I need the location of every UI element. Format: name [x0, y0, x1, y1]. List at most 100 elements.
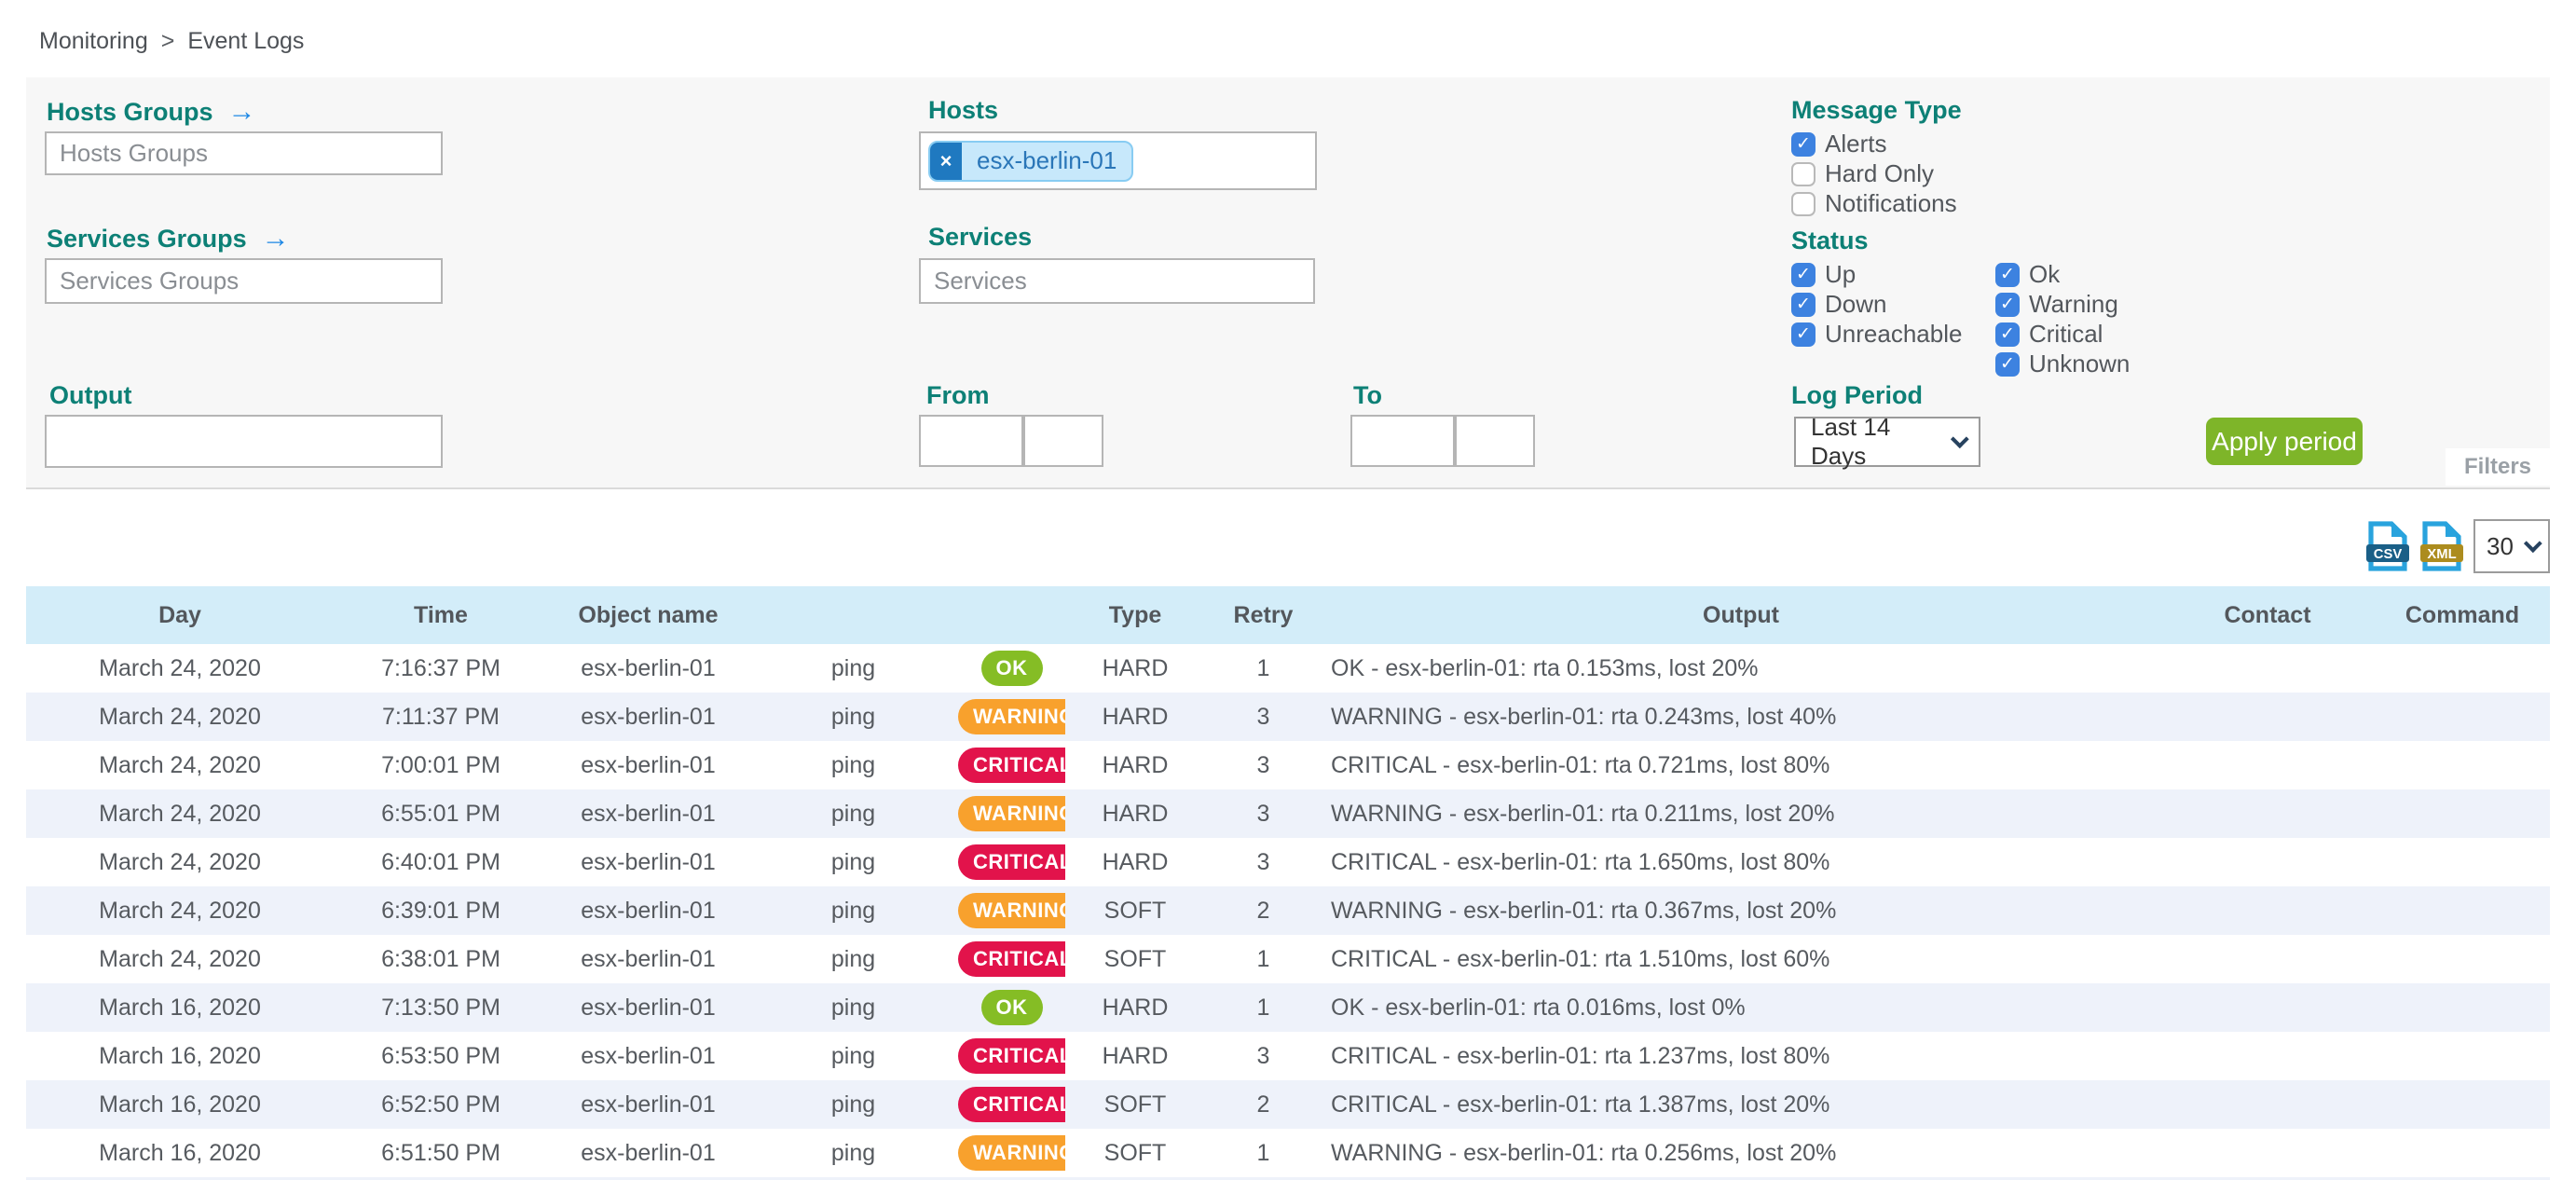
- checked-checkbox[interactable]: ✓: [1995, 292, 2020, 317]
- cell-output: CRITICAL - esx-berlin-01: rta 1.237ms, l…: [1331, 1042, 1830, 1069]
- cell-time: 7:13:50 PM: [334, 983, 548, 1032]
- cell-contact: [2160, 789, 2375, 838]
- cell-contact: [2160, 935, 2375, 983]
- cell-object: esx-berlin-01: [581, 1042, 716, 1069]
- chevron-down-icon: [2523, 534, 2542, 554]
- hosts-input[interactable]: × esx-berlin-01: [919, 131, 1317, 190]
- cell-command: [2375, 789, 2550, 838]
- cell-day: March 24, 2020: [26, 789, 334, 838]
- cell-status: WARNING: [958, 1129, 1065, 1177]
- export-csv-icon[interactable]: CSV: [2365, 520, 2410, 572]
- remove-host-tag-icon[interactable]: ×: [930, 142, 962, 180]
- output-input[interactable]: [45, 415, 443, 468]
- cell-service: ping: [830, 945, 876, 972]
- cell-status: OK: [958, 983, 1065, 1032]
- cell-command: [2375, 741, 2550, 789]
- cell-time: 6:38:01 PM: [381, 945, 500, 972]
- cell-service: ping: [830, 751, 876, 778]
- cell-type: HARD: [1065, 693, 1205, 741]
- checkbox-row: ✓ Warning: [1995, 290, 2130, 318]
- svg-text:XML: XML: [2427, 547, 2456, 562]
- export-row: CSV XML 30: [26, 517, 2550, 575]
- cell-day: March 24, 2020: [99, 751, 261, 778]
- cell-output: WARNING - esx-berlin-01: rta 0.243ms, lo…: [1322, 693, 2160, 741]
- cell-time: 7:00:01 PM: [381, 751, 500, 778]
- status-badge: WARNING: [958, 1135, 1065, 1171]
- checkbox-label: Unreachable: [1825, 320, 1963, 348]
- cell-status: CRITICAL: [958, 838, 1065, 886]
- cell-type: HARD: [1065, 983, 1205, 1032]
- to-time-input[interactable]: [1455, 415, 1535, 467]
- checked-checkbox[interactable]: ✓: [1995, 262, 2020, 287]
- cell-output: WARNING - esx-berlin-01: rta 0.256ms, lo…: [1331, 1139, 1837, 1166]
- cell-time: 6:53:50 PM: [381, 1042, 500, 1069]
- unchecked-checkbox[interactable]: [1791, 161, 1816, 186]
- cell-object: esx-berlin-01: [581, 945, 716, 972]
- breadcrumb-event-logs: Event Logs: [187, 28, 305, 54]
- cell-service: ping: [748, 789, 958, 838]
- cell-output: CRITICAL - esx-berlin-01: rta 1.650ms, l…: [1331, 848, 1830, 875]
- cell-retry: 1: [1256, 945, 1270, 972]
- column-header-time: Time: [334, 586, 548, 644]
- checkbox-label: Alerts: [1825, 130, 1887, 158]
- cell-output: WARNING - esx-berlin-01: rta 0.211ms, lo…: [1322, 789, 2160, 838]
- checkbox-label: Notifications: [1825, 189, 1957, 217]
- message-type-label: Message Type: [1791, 96, 1962, 124]
- checked-checkbox[interactable]: ✓: [1791, 292, 1816, 317]
- cell-service: ping: [830, 1139, 876, 1166]
- page-size-select[interactable]: 30: [2473, 519, 2550, 573]
- next-row-sliver: [26, 1177, 2550, 1180]
- status-badge: CRITICAL: [958, 1038, 1065, 1074]
- services-groups-input[interactable]: [45, 258, 443, 304]
- cell-contact: [2160, 1080, 2375, 1129]
- cell-command: [2375, 983, 2550, 1032]
- filters-tab[interactable]: Filters: [2446, 448, 2550, 486]
- cell-time: 6:55:01 PM: [334, 789, 548, 838]
- status-label: Status: [1791, 226, 1869, 254]
- cell-type: HARD: [1065, 789, 1205, 838]
- table-header-row: Day Time Object name Type Retry Output Contact…: [26, 586, 2550, 644]
- from-date-input[interactable]: [919, 415, 1023, 467]
- event-log-table: Day Time Object name Type Retry Output Contact…: [26, 586, 2550, 1177]
- event-log-row: March 24, 2020 6:39:01 PM esx-berlin-01 pin…: [26, 886, 2550, 935]
- status-badge: CRITICAL: [958, 941, 1065, 977]
- cell-status: CRITICAL: [958, 1032, 1065, 1080]
- unchecked-checkbox[interactable]: [1791, 191, 1816, 216]
- cell-output: CRITICAL - esx-berlin-01: rta 0.721ms, l…: [1331, 751, 1830, 778]
- cell-object: esx-berlin-01: [548, 1080, 748, 1129]
- cell-contact: [2160, 838, 2375, 886]
- cell-type: HARD: [1102, 1042, 1169, 1069]
- cell-output: OK - esx-berlin-01: rta 0.153ms, lost 20…: [1331, 654, 1759, 681]
- services-input[interactable]: [919, 258, 1315, 304]
- status-badge: OK: [980, 990, 1043, 1025]
- log-period-select[interactable]: Last 14 Days: [1794, 413, 1980, 470]
- hosts-groups-input[interactable]: [45, 131, 443, 175]
- cell-command: [2375, 1129, 2550, 1177]
- checkbox-row: Hard Only: [1791, 159, 1957, 187]
- hosts-label: Hosts: [928, 96, 999, 124]
- checkbox-label: Up: [1825, 260, 1857, 288]
- checked-checkbox[interactable]: ✓: [1995, 322, 2020, 347]
- services-groups-arrow-icon[interactable]: →: [261, 223, 290, 254]
- from-time-input[interactable]: [1023, 415, 1103, 467]
- breadcrumb-monitoring[interactable]: Monitoring: [39, 28, 148, 54]
- cell-command: [2375, 693, 2550, 741]
- checked-checkbox[interactable]: ✓: [1791, 131, 1816, 157]
- chevron-down-icon: [1951, 430, 1969, 449]
- export-xml-icon[interactable]: XML: [2419, 520, 2464, 572]
- cell-contact: [2160, 886, 2375, 935]
- checked-checkbox[interactable]: ✓: [1791, 262, 1816, 287]
- checked-checkbox[interactable]: ✓: [1995, 351, 2020, 377]
- apply-period-button[interactable]: Apply period: [2206, 418, 2363, 465]
- cell-status: WARNING: [958, 789, 1065, 838]
- cell-type: HARD: [1102, 751, 1169, 778]
- cell-day: March 24, 2020: [26, 886, 334, 935]
- cell-service: ping: [748, 1080, 958, 1129]
- column-header-output: Output: [1322, 586, 2160, 644]
- hosts-groups-arrow-icon[interactable]: →: [227, 96, 256, 127]
- checked-checkbox[interactable]: ✓: [1791, 322, 1816, 347]
- cell-retry: 1: [1256, 1139, 1270, 1166]
- event-log-row: March 24, 2020 6:40:01 PM esx-berlin-01 pin…: [26, 838, 2550, 886]
- to-date-input[interactable]: [1350, 415, 1455, 467]
- cell-object: esx-berlin-01: [548, 693, 748, 741]
